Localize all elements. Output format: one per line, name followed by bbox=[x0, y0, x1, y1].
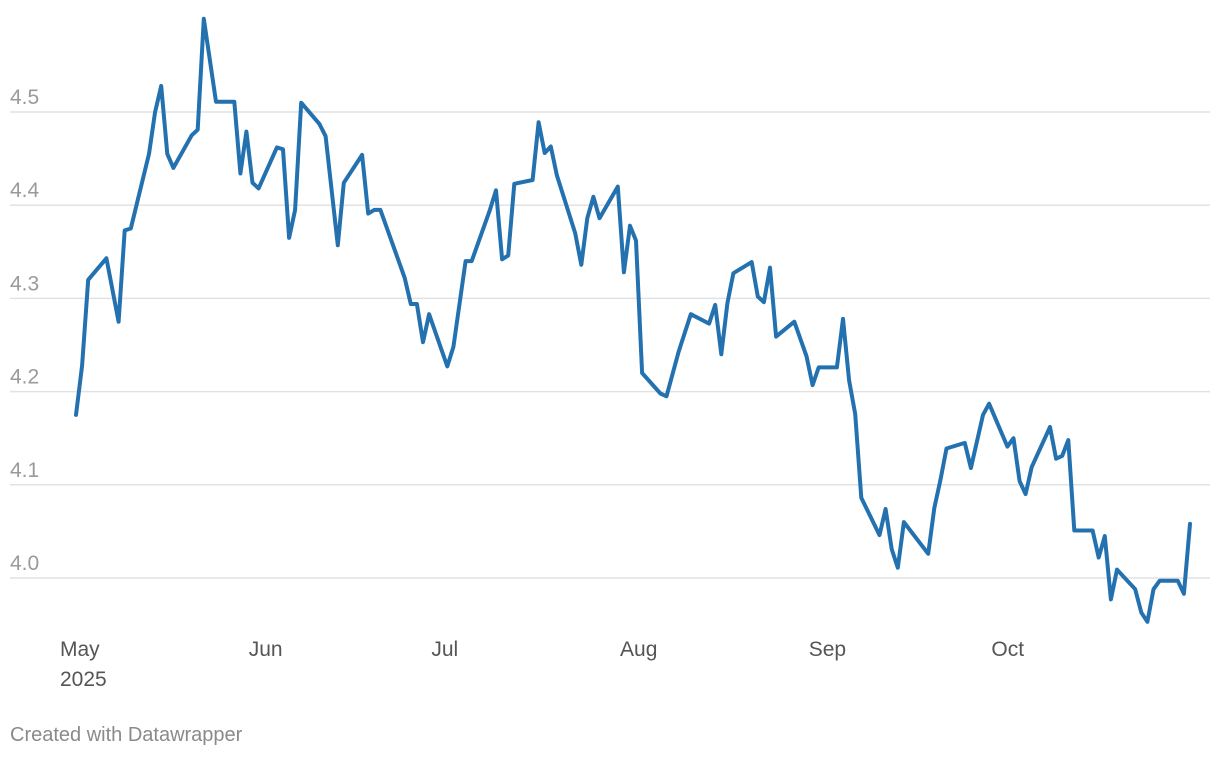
y-tick-label: 4.0 bbox=[10, 552, 39, 575]
series-lines bbox=[74, 16, 1192, 624]
y-tick-label: 4.2 bbox=[10, 366, 39, 389]
y-tick-label: 4.1 bbox=[10, 459, 39, 482]
x-tick-label: Aug bbox=[620, 638, 657, 661]
y-axis-ticks: 4.0 4.1 4.2 4.3 4.4 4.5 bbox=[10, 86, 40, 575]
x-tick-label: Oct bbox=[991, 638, 1024, 661]
x-tick-label: May bbox=[60, 638, 100, 661]
y-tick-label: 4.3 bbox=[10, 272, 39, 295]
credit-text: Created with Datawrapper bbox=[10, 724, 243, 746]
series-line bbox=[74, 16, 1192, 624]
x-axis-ticks: May 2025 Jun Jul Aug Sep Oct bbox=[60, 638, 1024, 691]
x-tick-year-label: 2025 bbox=[60, 668, 107, 691]
line-chart: 4.0 4.1 4.2 4.3 4.4 4.5 May 2025 Jun Jul Aug Sep Oc… bbox=[10, 16, 1210, 691]
y-tick-label: 4.4 bbox=[10, 179, 40, 202]
x-tick-label: Sep bbox=[809, 638, 846, 661]
gridlines bbox=[10, 111, 1210, 579]
x-tick-label: Jul bbox=[431, 638, 458, 661]
x-tick-label: Jun bbox=[249, 638, 283, 661]
y-tick-label: 4.5 bbox=[10, 86, 39, 109]
